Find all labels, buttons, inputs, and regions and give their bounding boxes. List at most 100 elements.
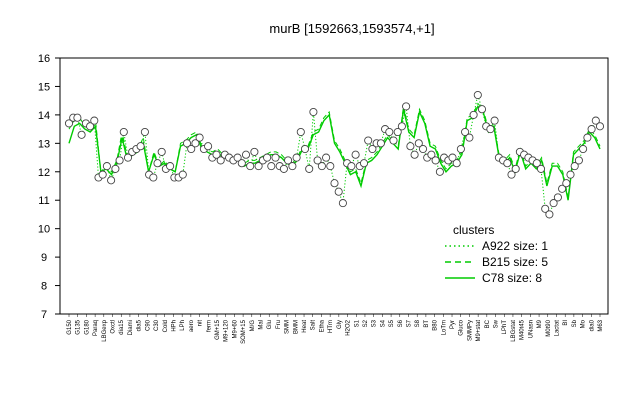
data-point — [562, 179, 571, 188]
x-tick-label: S6 — [398, 319, 404, 327]
x-tick-label: S4 — [380, 319, 386, 327]
data-point — [107, 176, 116, 185]
data-point — [330, 179, 339, 188]
data-point — [77, 130, 86, 139]
x-tick-label: UNasn — [528, 320, 534, 338]
y-tick-label: 16 — [38, 53, 50, 65]
x-tick-label: Glu — [267, 320, 273, 329]
data-point — [313, 156, 322, 165]
y-tick-label: 13 — [38, 138, 50, 150]
x-tick-label: S2 — [363, 319, 369, 327]
data-point — [368, 144, 377, 154]
data-point — [406, 142, 415, 151]
data-point — [153, 159, 162, 168]
data-point — [376, 139, 385, 148]
x-tick-label: G135 — [76, 319, 82, 334]
x-tick-label: G180 — [84, 319, 90, 334]
data-point — [541, 204, 550, 213]
data-point — [461, 127, 470, 137]
x-tick-label: LPh — [180, 320, 186, 331]
x-tick-label: Oxctl — [111, 320, 117, 334]
data-point — [98, 170, 107, 179]
data-point — [402, 102, 411, 111]
x-tick-label: M0t90 — [546, 319, 552, 336]
data-point — [292, 153, 301, 162]
x-tick-label: dia5 — [137, 319, 143, 331]
data-point — [263, 153, 272, 162]
data-point — [267, 162, 276, 171]
data-point — [233, 153, 242, 162]
x-tick-label: Cold — [163, 320, 169, 332]
data-point — [284, 156, 293, 165]
x-tick-label: M/G — [250, 320, 256, 332]
y-tick-label: 10 — [38, 224, 50, 236]
x-tick-label: S5 — [389, 319, 395, 327]
x-tick-label: Sb — [572, 319, 578, 327]
data-point — [279, 164, 288, 173]
x-tick-label: dia0 — [589, 319, 595, 331]
x-tick-label: Paraq — [93, 320, 99, 336]
data-point — [359, 159, 369, 168]
data-point — [73, 113, 82, 122]
x-tick-label: Mo — [581, 319, 587, 328]
data-point — [427, 150, 436, 159]
x-axis: G150 G135 G180 Paraq LBGexp Oxctl dia15 Diami di… — [67, 314, 604, 344]
data-point — [182, 139, 192, 148]
x-tick-label: dia15 — [119, 319, 125, 334]
x-tick-label: S8 — [415, 319, 421, 327]
data-point — [385, 127, 394, 137]
x-tick-label: Salt — [311, 320, 317, 331]
data-point — [305, 164, 314, 173]
y-tick-label: 11 — [38, 195, 49, 207]
x-tick-label: M9 — [537, 319, 543, 328]
legend-entry-b215: B215 size: 5 — [482, 255, 548, 269]
x-tick-label: ferm — [206, 320, 212, 332]
y-tick-label: 12 — [38, 167, 50, 179]
data-point — [322, 153, 331, 162]
x-tick-label: BI — [563, 320, 569, 326]
y-tick-label: 8 — [41, 281, 47, 293]
data-point — [473, 90, 482, 100]
data-point — [410, 150, 419, 159]
legend: clusters A922 size: 1 B215 size: 5 C78 s… — [445, 223, 548, 285]
data-point — [254, 162, 263, 171]
data-point — [452, 159, 461, 168]
x-tick-label: aero — [189, 319, 195, 332]
data-point — [216, 156, 225, 165]
data-point — [414, 139, 423, 148]
chart-title: murB [1592663,1593574,+1] — [269, 21, 434, 36]
data-point — [178, 170, 187, 179]
data-point — [123, 153, 133, 162]
data-point — [300, 144, 310, 154]
data-point — [296, 127, 305, 137]
x-tick-label: Gluco — [459, 319, 465, 335]
data-point — [591, 116, 600, 125]
data-point — [136, 142, 145, 151]
data-point — [566, 170, 575, 179]
data-point — [532, 159, 541, 168]
y-tick-label: 14 — [38, 110, 50, 122]
data-point — [351, 150, 360, 159]
data-point — [187, 144, 196, 154]
data-point — [507, 170, 516, 179]
data-point — [574, 156, 583, 165]
y-tick-label: 15 — [38, 81, 50, 93]
x-tick-label: Mal — [259, 320, 265, 330]
data-point — [579, 144, 588, 154]
x-tick-label: Fru — [276, 320, 282, 329]
x-tick-label: LoTm — [441, 320, 447, 335]
data-point — [115, 156, 124, 165]
data-point — [465, 133, 474, 142]
data-point — [102, 162, 111, 171]
x-tick-label: LBGstat — [511, 320, 517, 342]
x-tick-label: Sw — [494, 319, 500, 328]
data-point — [326, 162, 335, 171]
data-point — [212, 150, 221, 159]
data-point — [317, 162, 326, 171]
data-point — [536, 164, 546, 173]
data-point — [558, 184, 567, 193]
data-point — [191, 139, 200, 148]
x-tick-label: Diami — [128, 320, 134, 335]
data-point — [418, 144, 428, 154]
data-point — [477, 105, 487, 114]
